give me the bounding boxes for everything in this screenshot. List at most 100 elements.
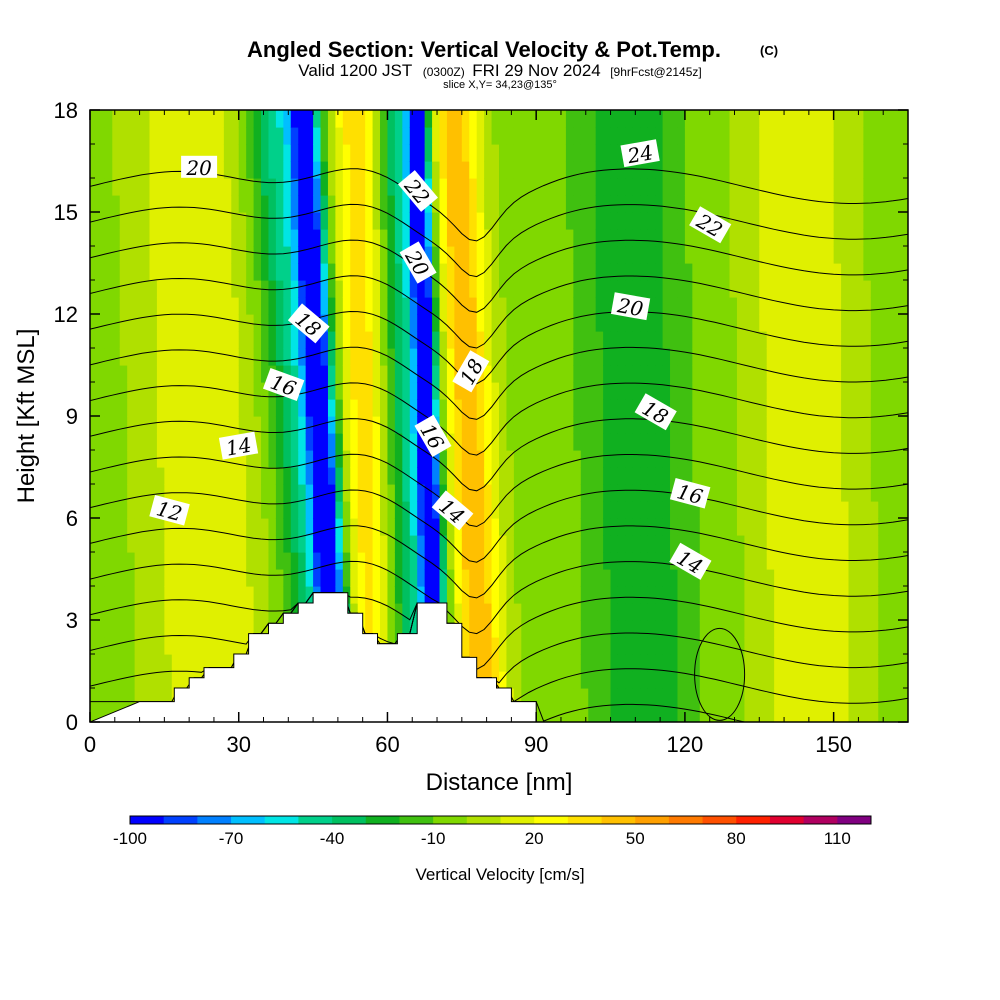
velocity-cell (543, 229, 552, 247)
velocity-cell (521, 178, 530, 196)
velocity-cell (298, 195, 307, 213)
velocity-cell (580, 705, 589, 722)
velocity-cell (803, 229, 812, 247)
velocity-cell (149, 331, 158, 349)
velocity-cell (900, 416, 908, 434)
velocity-cell (833, 518, 842, 536)
velocity-cell (848, 705, 857, 722)
velocity-cell (149, 654, 158, 672)
velocity-cell (573, 110, 582, 128)
velocity-cell (380, 144, 389, 162)
velocity-cell (156, 569, 165, 587)
velocity-cell (766, 365, 775, 383)
velocity-cell (863, 144, 872, 162)
velocity-cell (454, 212, 463, 230)
velocity-cell (789, 263, 798, 281)
velocity-cell (536, 603, 545, 621)
velocity-cell (573, 586, 582, 604)
velocity-cell (885, 637, 894, 655)
velocity-cell (469, 212, 478, 230)
velocity-cell (461, 586, 470, 604)
velocity-cell (156, 110, 165, 128)
velocity-cell (655, 705, 664, 722)
velocity-cell (506, 467, 515, 485)
velocity-cell (766, 416, 775, 434)
velocity-cell (692, 314, 701, 332)
velocity-cell (521, 535, 530, 553)
velocity-cell (238, 416, 247, 434)
velocity-cell (744, 246, 753, 264)
velocity-cell (298, 518, 307, 536)
velocity-cell (826, 484, 835, 502)
velocity-cell (885, 195, 894, 213)
velocity-cell (796, 467, 805, 485)
velocity-cell (275, 263, 284, 281)
velocity-cell (900, 603, 908, 621)
velocity-cell (119, 620, 128, 638)
velocity-cell (729, 637, 738, 655)
velocity-cell (900, 263, 908, 281)
velocity-cell (171, 212, 180, 230)
velocity-cell (261, 110, 270, 128)
velocity-cell (149, 603, 158, 621)
velocity-cell (127, 365, 136, 383)
velocity-cell (97, 484, 106, 502)
velocity-cell (878, 365, 887, 383)
velocity-cell (350, 535, 359, 553)
velocity-cell (729, 535, 738, 553)
velocity-cell (402, 144, 411, 162)
velocity-cell (521, 467, 530, 485)
velocity-cell (275, 535, 284, 553)
velocity-cell (476, 501, 485, 519)
velocity-cell (469, 501, 478, 519)
velocity-cell (97, 535, 106, 553)
velocity-cell (662, 280, 671, 298)
velocity-cell (342, 229, 351, 247)
velocity-cell (662, 569, 671, 587)
velocity-cell (662, 552, 671, 570)
velocity-cell (127, 688, 136, 706)
velocity-cell (632, 212, 641, 230)
velocity-cell (848, 620, 857, 638)
velocity-cell (603, 705, 612, 722)
velocity-cell (610, 212, 619, 230)
velocity-cell (833, 212, 842, 230)
velocity-cell (640, 705, 649, 722)
velocity-cell (409, 195, 418, 213)
velocity-cell (268, 178, 277, 196)
velocity-cell (729, 518, 738, 536)
velocity-cell (231, 586, 240, 604)
velocity-cell (833, 535, 842, 553)
velocity-cell (640, 569, 649, 587)
velocity-cell (201, 399, 210, 417)
velocity-cell (625, 246, 634, 264)
velocity-cell (461, 127, 470, 145)
velocity-cell (164, 637, 173, 655)
velocity-cell (208, 416, 218, 434)
velocity-cell (350, 484, 359, 502)
velocity-cell (699, 688, 708, 706)
velocity-cell (208, 484, 218, 502)
velocity-cell (759, 314, 768, 332)
velocity-cell (744, 518, 753, 536)
velocity-cell (528, 654, 537, 672)
colorbar-swatch (567, 816, 602, 824)
velocity-cell (655, 484, 664, 502)
velocity-cell (803, 212, 812, 230)
velocity-cell (305, 484, 314, 502)
velocity-cell (692, 705, 701, 722)
velocity-cell (603, 297, 612, 315)
velocity-cell (855, 297, 864, 315)
velocity-cell (900, 552, 908, 570)
velocity-cell (313, 535, 322, 553)
velocity-cell (491, 195, 500, 213)
velocity-cell (811, 416, 820, 434)
velocity-cell (885, 518, 894, 536)
velocity-cell (320, 144, 329, 162)
velocity-cell (565, 195, 574, 213)
velocity-cell (781, 195, 790, 213)
velocity-cell (818, 620, 827, 638)
velocity-cell (595, 637, 604, 655)
velocity-cell (223, 212, 232, 230)
velocity-cell (342, 127, 351, 145)
